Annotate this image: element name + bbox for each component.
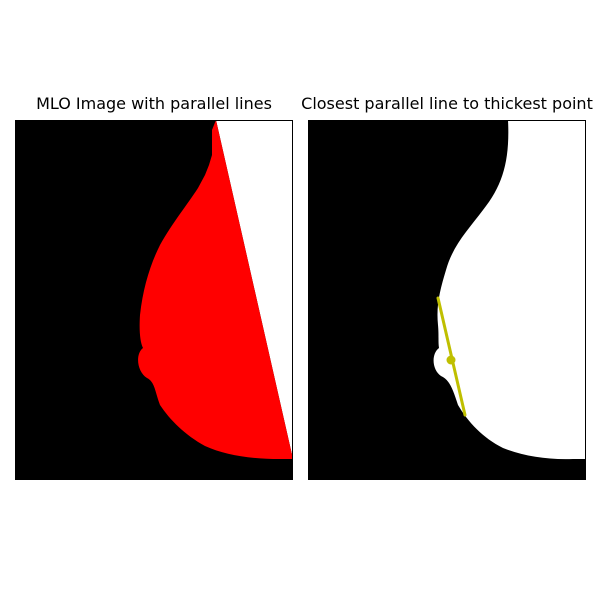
panel-frame — [15, 120, 293, 480]
mlo-image-panel — [15, 120, 293, 480]
left-panel-title: MLO Image with parallel lines — [36, 94, 272, 113]
breast-tissue-lines — [138, 120, 293, 459]
panel-frame — [308, 120, 586, 480]
right-panel-title: Closest parallel line to thickest point — [301, 94, 593, 113]
thickest-point-marker — [446, 355, 456, 365]
breast-mask — [433, 120, 586, 460]
thickest-point-panel — [308, 120, 586, 480]
